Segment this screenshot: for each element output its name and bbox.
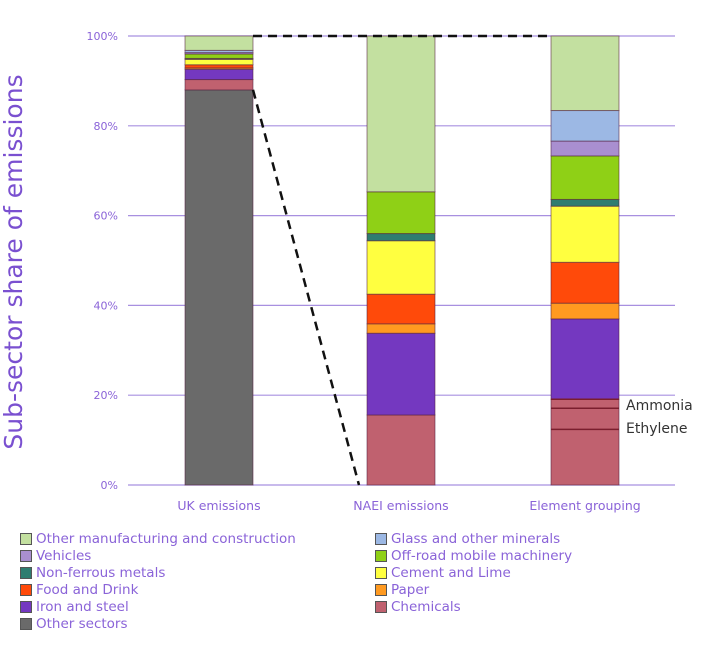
legend-swatch [20, 618, 32, 630]
bar-segment-non-ferrous-metals [550, 198, 620, 207]
legend-swatch [20, 533, 32, 545]
annotation-label: Ammonia [626, 398, 693, 414]
bar-segment-vehicles [550, 140, 620, 157]
legend-label: Food and Drink [36, 582, 139, 598]
bar-segment-iron-and-steel [184, 68, 254, 81]
legend-swatch [20, 550, 32, 562]
legend-item: Cement and Lime [375, 565, 511, 581]
legend-label: Non-ferrous metals [36, 565, 166, 581]
y-tick-label: 60% [94, 210, 118, 223]
bar-segment-non-ferrous-metals [366, 233, 436, 242]
legend-label: Other sectors [36, 616, 128, 632]
y-tick-label: 0% [101, 479, 118, 492]
bar-segment-chemicals [184, 79, 254, 91]
bar-segment-cement-and-lime [550, 205, 620, 263]
bar-segment-chemicals [550, 398, 620, 486]
legend-label: Chemicals [391, 599, 461, 615]
legend-label: Glass and other minerals [391, 531, 561, 547]
legend-swatch [375, 533, 387, 545]
legend-swatch [375, 601, 387, 613]
x-tick-label: UK emissions [177, 498, 260, 513]
legend-swatch [375, 550, 387, 562]
legend-swatch [375, 584, 387, 596]
bar-segment-chemicals [366, 414, 436, 486]
legend-label: Other manufacturing and construction [36, 531, 296, 547]
x-tick-label: NAEI emissions [353, 498, 448, 513]
bar-segment-glass-and-other-minerals [550, 110, 620, 142]
legend-item: Glass and other minerals [375, 531, 560, 547]
legend-swatch [375, 567, 387, 579]
bar-segment-other-manufacturing-and-construction [366, 35, 436, 193]
legend-label: Off-road mobile machinery [391, 548, 573, 564]
legend-swatch [20, 567, 32, 579]
y-tick-label: 40% [94, 299, 118, 312]
legend-item: Other sectors [20, 616, 128, 632]
y-tick-label: 100% [87, 30, 118, 43]
bar-segment-other-sectors [184, 89, 254, 486]
bar-segment-iron-and-steel [550, 318, 620, 400]
bar-segment-paper [550, 302, 620, 320]
legend-item: Iron and steel [20, 599, 129, 615]
bar-segment-off-road-mobile-machinery [550, 155, 620, 200]
legend-item: Chemicals [375, 599, 461, 615]
annotation-label: Ethylene [626, 421, 687, 437]
legend-item: Food and Drink [20, 582, 138, 598]
bar-segment-food-and-drink [550, 261, 620, 304]
legend-label: Iron and steel [36, 599, 129, 615]
bar-segment-other-manufacturing-and-construction [550, 35, 620, 112]
legend-item: Other manufacturing and construction [20, 531, 296, 547]
bar-segment-cement-and-lime [184, 58, 254, 66]
bar-segment-paper [366, 323, 436, 334]
connector-line-bottom [251, 89, 361, 486]
legend-label: Paper [391, 582, 430, 598]
bar-segment-iron-and-steel [366, 332, 436, 416]
stacked-bar-chart: 0% 20% 40% 60% 80% 100% Sub-sector share of em… [0, 30, 693, 513]
bar-segment-cement-and-lime [366, 240, 436, 295]
legend-item: Vehicles [20, 548, 91, 564]
x-tick-label: Element grouping [529, 498, 640, 513]
bar-segment-other-manufacturing-and-construction [184, 35, 254, 51]
legend-label: Vehicles [36, 548, 92, 564]
y-tick-label: 20% [94, 389, 118, 402]
bar-segment-off-road-mobile-machinery [366, 191, 436, 235]
bar-segment-food-and-drink [366, 293, 436, 325]
bar-segment-off-road-mobile-machinery [184, 53, 254, 59]
legend-item: Non-ferrous metals [20, 565, 165, 581]
y-tick-label: 80% [94, 120, 118, 133]
legend-item: Off-road mobile machinery [375, 548, 572, 564]
legend-item: Paper [375, 582, 429, 598]
y-axis-label: Sub-sector share of emissions [0, 74, 28, 449]
legend-label: Cement and Lime [391, 565, 511, 581]
legend-swatch [20, 584, 32, 596]
legend-swatch [20, 601, 32, 613]
